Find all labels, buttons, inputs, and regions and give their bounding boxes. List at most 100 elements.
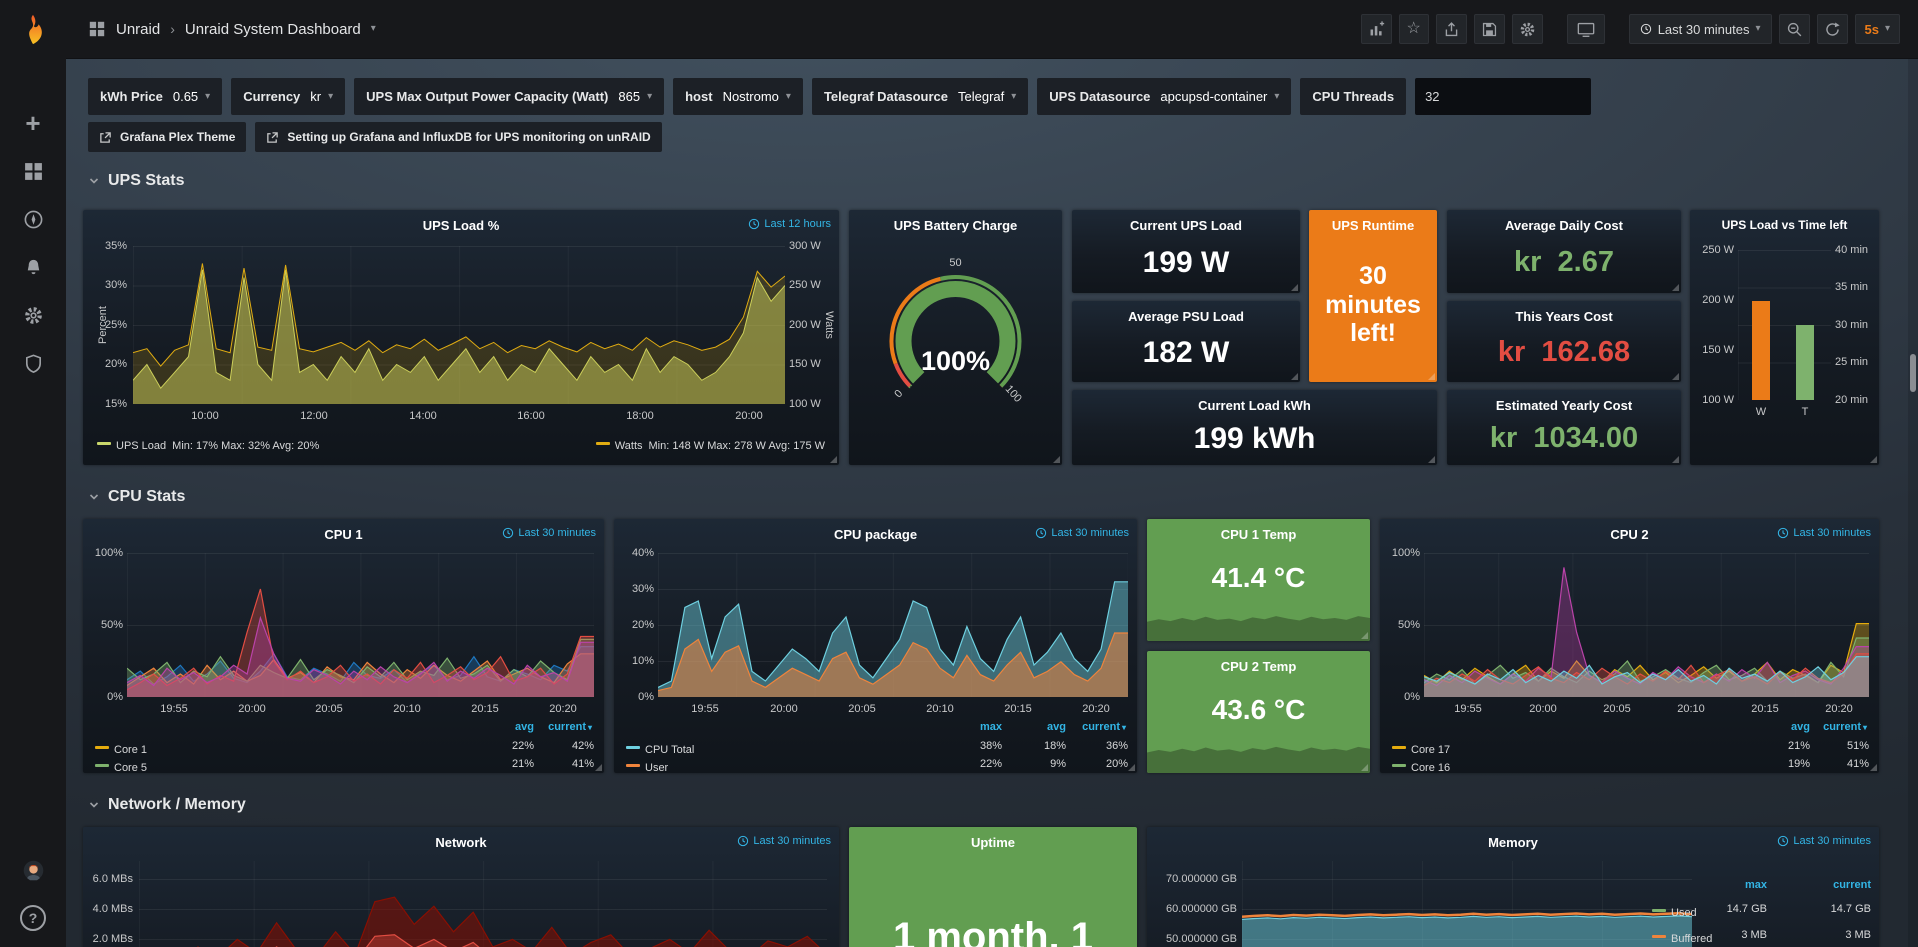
panel-resize-handle[interactable] <box>1128 764 1135 771</box>
panel-resize-handle[interactable] <box>1361 764 1368 771</box>
panel-title[interactable]: UPS Load % <box>422 218 500 233</box>
stat-title[interactable]: Current UPS Load <box>1130 218 1242 233</box>
stat-title[interactable]: CPU 1 Temp <box>1220 527 1297 542</box>
variable-ups-max-output[interactable]: UPS Max Output Power Capacity (Watt) 865 ▾ <box>354 78 665 115</box>
panel-resize-handle[interactable] <box>830 456 837 463</box>
variable-kwh-price[interactable]: kWh Price 0.65 ▾ <box>88 78 223 115</box>
variable-host[interactable]: host Nostromo ▾ <box>673 78 803 115</box>
panel-title[interactable]: Memory <box>1488 835 1538 850</box>
sidebar-item-configuration[interactable] <box>0 291 66 339</box>
refresh-interval-button[interactable]: 5s ▾ <box>1854 14 1900 44</box>
panel-resize-handle[interactable] <box>1870 764 1877 771</box>
panel-resize-handle[interactable] <box>1361 632 1368 639</box>
cycle-view-button[interactable] <box>1566 14 1605 44</box>
legend-col-avg[interactable]: avg <box>1047 721 1066 733</box>
stat-title[interactable]: Average Daily Cost <box>1504 218 1623 233</box>
dashboard-settings-button[interactable] <box>1511 14 1543 44</box>
time-range-button[interactable]: Last 30 minutes ▾ <box>1628 14 1772 44</box>
legend-col-current[interactable]: current ▾ <box>548 721 592 733</box>
y-tick-label: 250 W <box>1702 244 1734 256</box>
link-grafana-plex-theme[interactable]: Grafana Plex Theme <box>88 122 247 152</box>
stat-title[interactable]: Average PSU Load <box>1128 309 1244 324</box>
panel-resize-handle[interactable] <box>1428 456 1435 463</box>
stat-title[interactable]: Uptime <box>970 835 1016 850</box>
legend-swatch <box>626 764 640 768</box>
legend-item[interactable]: Core 16 <box>1392 758 1450 773</box>
legend-item[interactable]: CPU Total <box>626 740 694 758</box>
chevron-down-icon[interactable]: ▾ <box>370 23 376 34</box>
variable-telegraf-datasource[interactable]: Telegraf Datasource Telegraf ▾ <box>811 78 1029 115</box>
legend-col-current[interactable]: current <box>1833 879 1871 891</box>
stat-value: 199 W <box>1142 245 1230 279</box>
share-button[interactable] <box>1435 14 1467 44</box>
sidebar-item-server-admin[interactable] <box>0 339 66 387</box>
page-scrollbar[interactable] <box>1908 59 1918 947</box>
star-button[interactable]: ☆ <box>1398 14 1429 44</box>
panel-resize-handle[interactable] <box>1672 373 1679 380</box>
legend-value: 14.7 GB <box>1830 903 1871 915</box>
stat-title[interactable]: This Years Cost <box>1515 309 1613 324</box>
variable-ups-datasource[interactable]: UPS Datasource apcupsd-container ▾ <box>1037 78 1292 115</box>
legend-col-current[interactable]: current ▾ <box>1082 721 1126 733</box>
legend-item[interactable]: UPS Load Min: 17% Max: 32% Avg: 20% <box>97 436 319 454</box>
stat-title[interactable]: Estimated Yearly Cost <box>1495 398 1633 413</box>
save-button[interactable] <box>1473 14 1505 44</box>
panel-title[interactable]: CPU package <box>833 527 918 542</box>
legend-value: 21% <box>1787 740 1810 752</box>
help-button[interactable]: ? <box>0 903 66 933</box>
panel-title[interactable]: Network <box>435 835 487 850</box>
y-tick-label: 4.0 MBs <box>92 903 133 915</box>
section-ups-stats[interactable]: UPS Stats <box>88 172 184 190</box>
stat-title[interactable]: Current Load kWh <box>1198 398 1311 413</box>
cpu-threads-input[interactable] <box>1415 78 1592 115</box>
legend-item[interactable]: Core 17 <box>1392 740 1450 758</box>
panel-title[interactable]: CPU 1 <box>324 527 363 542</box>
variable-cpu-threads-label: CPU Threads <box>1300 78 1407 115</box>
chevron-down-icon: ▾ <box>1011 90 1017 102</box>
grafana-logo[interactable] <box>0 0 66 59</box>
bell-icon <box>27 259 39 274</box>
panel-resize-handle[interactable] <box>1291 373 1298 380</box>
panel-title[interactable]: UPS Battery Charge <box>893 218 1018 233</box>
dashboard-title[interactable]: Unraid System Dashboard <box>184 20 361 38</box>
panel-title[interactable]: UPS Load vs Time left <box>1721 218 1848 232</box>
legend-item[interactable]: Core 5 <box>95 758 147 773</box>
legend-item[interactable]: Buffered <box>1652 929 1712 947</box>
breadcrumb-root[interactable]: Unraid <box>116 20 161 38</box>
battery-gauge: 0 50 100 100% <box>849 246 1062 436</box>
refresh-button[interactable] <box>1816 14 1848 44</box>
section-network-memory[interactable]: Network / Memory <box>88 796 246 814</box>
zoom-out-button[interactable] <box>1778 14 1810 44</box>
user-avatar[interactable] <box>0 853 66 887</box>
sidebar-item-alerting[interactable] <box>0 243 66 291</box>
legend-col-max[interactable]: max <box>979 721 1002 733</box>
legend-col-max[interactable]: max <box>1744 879 1767 891</box>
legend-item[interactable]: Core 1 <box>95 740 147 758</box>
panel-title[interactable]: CPU 2 <box>1610 527 1649 542</box>
panel-resize-handle[interactable] <box>1291 284 1298 291</box>
legend-item[interactable]: Watts Min: 148 W Max: 278 W Avg: 175 W <box>595 436 825 454</box>
link-ups-monitoring-guide[interactable]: Setting up Grafana and InfluxDB for UPS … <box>255 122 662 152</box>
scrollbar-thumb[interactable] <box>1910 354 1916 392</box>
panel-resize-handle[interactable] <box>1870 456 1877 463</box>
sidebar-item-explore[interactable] <box>0 195 66 243</box>
panel-resize-handle[interactable] <box>1053 456 1060 463</box>
add-panel-button[interactable] <box>1360 14 1392 44</box>
panel-resize-handle[interactable] <box>1428 373 1435 380</box>
bar-chart <box>1738 250 1831 400</box>
panel-resize-handle[interactable] <box>1672 284 1679 291</box>
panel-time-label: Last 30 minutes <box>737 835 831 847</box>
panel-resize-handle[interactable] <box>595 764 602 771</box>
sidebar-item-create[interactable]: + <box>0 99 66 147</box>
legend-item[interactable]: Used <box>1652 903 1697 921</box>
legend-col-avg[interactable]: avg <box>515 721 534 733</box>
legend-item[interactable]: User <box>626 758 668 773</box>
panel-resize-handle[interactable] <box>1672 456 1679 463</box>
legend-col-current[interactable]: current ▾ <box>1823 721 1867 733</box>
sidebar-item-dashboards[interactable] <box>0 147 66 195</box>
legend-col-avg[interactable]: avg <box>1791 721 1810 733</box>
stat-title[interactable]: UPS Runtime <box>1331 218 1415 233</box>
section-cpu-stats[interactable]: CPU Stats <box>88 488 185 506</box>
stat-title[interactable]: CPU 2 Temp <box>1220 659 1297 674</box>
variable-currency[interactable]: Currency kr ▾ <box>231 78 346 115</box>
